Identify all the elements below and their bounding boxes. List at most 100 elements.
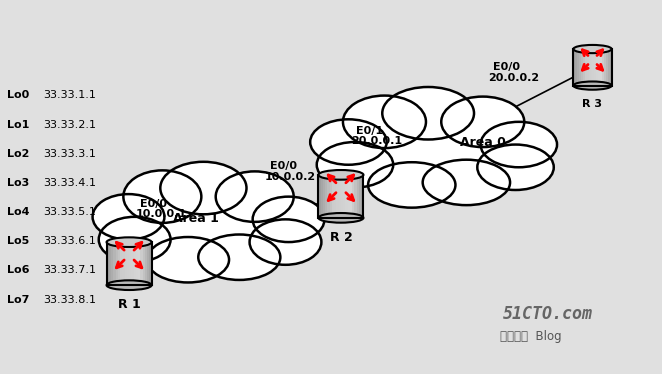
Text: Lo2: Lo2 [7,149,29,159]
Bar [124,242,128,285]
Ellipse shape [481,122,557,167]
Bar [591,49,593,86]
Bar [600,49,602,86]
Bar [573,49,576,86]
Text: E0/0: E0/0 [270,162,297,171]
Text: Lo6: Lo6 [7,266,29,275]
Ellipse shape [368,162,455,208]
Bar [127,242,130,285]
Bar [140,242,143,285]
Bar [354,175,357,218]
Bar [325,175,328,218]
Ellipse shape [341,112,526,187]
Ellipse shape [573,45,612,53]
Bar [604,49,606,86]
Bar [575,49,578,86]
Text: 33.33.7.1: 33.33.7.1 [43,266,96,275]
Text: Lo0: Lo0 [7,91,29,100]
Text: Lo4: Lo4 [7,207,29,217]
Bar [339,175,342,218]
Bar [585,49,587,86]
Bar [118,242,120,285]
Text: R 3: R 3 [583,99,602,109]
Ellipse shape [316,142,393,187]
Bar [107,242,109,285]
Bar [343,175,346,218]
Bar [346,175,348,218]
Bar [598,49,601,86]
Text: R 1: R 1 [118,298,140,311]
Bar [610,49,612,86]
Ellipse shape [107,280,152,290]
Bar [592,49,595,86]
Text: 10.0.0.1: 10.0.0.1 [136,209,187,219]
Bar [120,242,123,285]
Text: 20.0.0.1: 20.0.0.1 [351,137,402,146]
Text: Lo7: Lo7 [7,295,29,304]
Bar [109,242,112,285]
Bar [113,242,117,285]
Bar [131,242,134,285]
Text: 20.0.0.2: 20.0.0.2 [488,73,539,83]
Bar [150,242,152,285]
Text: E0/0: E0/0 [140,199,167,209]
Text: 33.33.4.1: 33.33.4.1 [43,178,96,188]
Bar [116,242,118,285]
Ellipse shape [573,82,612,90]
Text: Area 0: Area 0 [460,136,506,148]
Bar [606,49,608,86]
Text: E0/1: E0/1 [356,126,383,136]
Bar [122,242,125,285]
Ellipse shape [318,213,363,223]
Ellipse shape [93,194,164,239]
Bar [341,175,344,218]
Text: Lo5: Lo5 [7,236,29,246]
Text: 33.33.1.1: 33.33.1.1 [43,91,96,100]
Ellipse shape [253,197,324,242]
Ellipse shape [343,96,426,148]
Ellipse shape [147,237,229,282]
Text: 33.33.5.1: 33.33.5.1 [43,207,96,217]
Text: 10.0.0.2: 10.0.0.2 [265,172,316,182]
Text: 33.33.6.1: 33.33.6.1 [43,236,96,246]
Bar [602,49,604,86]
Ellipse shape [99,217,171,262]
Bar [318,175,321,218]
Text: 33.33.3.1: 33.33.3.1 [43,149,96,159]
Bar [359,175,362,218]
Text: Lo1: Lo1 [7,120,29,129]
Text: E0/0: E0/0 [493,62,520,72]
Bar [336,175,340,218]
Bar [581,49,584,86]
Bar [577,49,580,86]
Bar [142,242,146,285]
Bar [129,242,132,285]
Ellipse shape [250,219,322,265]
Bar [320,175,324,218]
Text: Lo3: Lo3 [7,178,29,188]
Text: Area 1: Area 1 [173,212,219,225]
Ellipse shape [107,237,152,247]
Ellipse shape [160,162,246,214]
Bar [134,242,136,285]
Bar [145,242,148,285]
Ellipse shape [423,160,510,205]
Ellipse shape [199,234,280,280]
Bar [348,175,351,218]
Ellipse shape [310,119,387,165]
Bar [323,175,326,218]
Text: 33.33.8.1: 33.33.8.1 [43,295,96,304]
Text: R 2: R 2 [330,231,352,244]
Bar [361,175,364,218]
Text: 51CTO.com: 51CTO.com [503,305,593,323]
Bar [350,175,353,218]
Bar [352,175,355,218]
Bar [334,175,337,218]
Ellipse shape [121,187,296,262]
Bar [583,49,585,86]
Bar [332,175,335,218]
Bar [138,242,141,285]
Ellipse shape [216,171,294,222]
Bar [328,175,330,218]
Bar [573,49,612,86]
